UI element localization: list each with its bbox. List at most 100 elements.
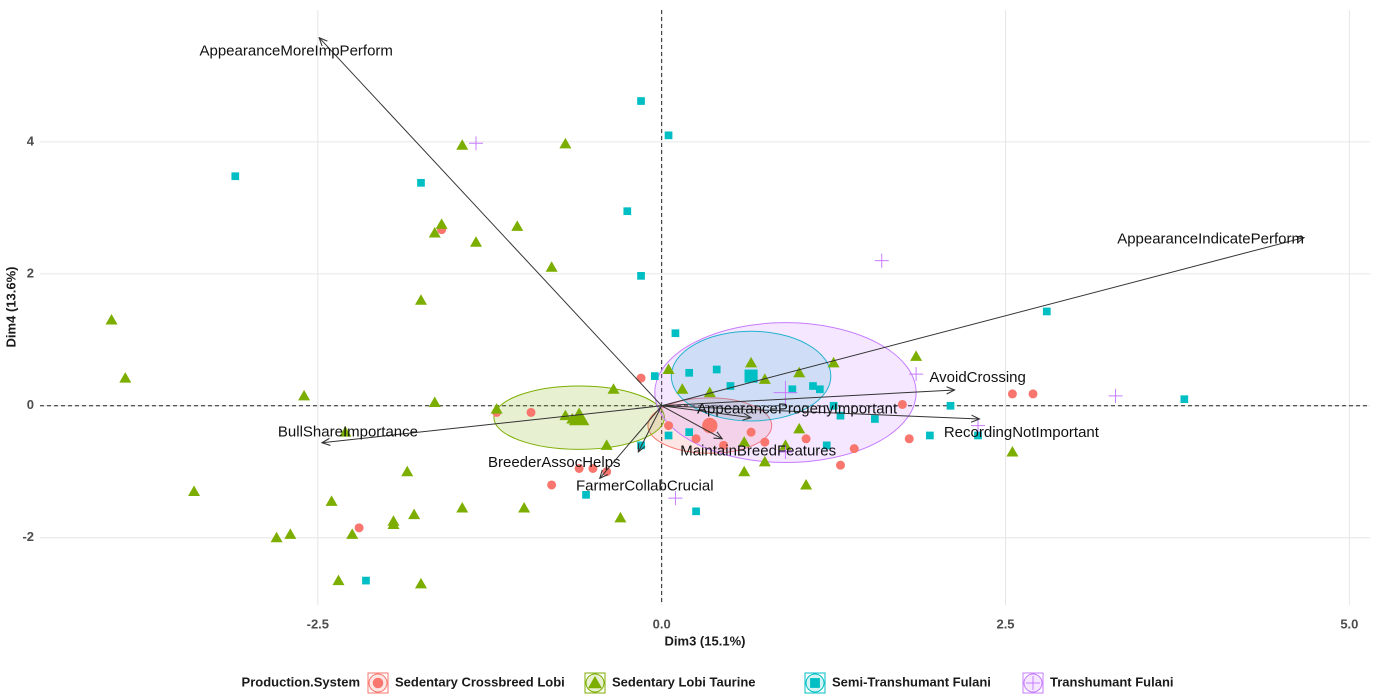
legend-key [810, 678, 820, 688]
loading-arrow [319, 38, 663, 407]
point [490, 403, 503, 414]
point [662, 363, 675, 375]
point [284, 528, 297, 539]
point [614, 511, 627, 523]
point [664, 131, 673, 140]
point [815, 385, 824, 394]
point [387, 518, 400, 530]
point [1042, 307, 1051, 316]
point [354, 523, 364, 533]
point [414, 294, 427, 305]
point [401, 465, 414, 477]
point [874, 253, 889, 268]
point [836, 411, 845, 420]
point [946, 401, 955, 410]
point [469, 236, 482, 247]
point [849, 444, 859, 454]
loading-label: AppearanceIndicatePerform [1117, 231, 1304, 248]
point [1006, 445, 1019, 457]
point [456, 502, 469, 513]
x-tick-label: 0.0 [653, 616, 671, 631]
y-tick-label: 0 [27, 397, 34, 412]
y-tick-label: 4 [27, 133, 35, 148]
point [1180, 395, 1189, 404]
point [270, 531, 283, 543]
point [871, 415, 879, 423]
point [435, 218, 448, 229]
point [712, 365, 721, 374]
legend-key [372, 677, 384, 689]
y-tick-label: 2 [27, 265, 34, 280]
point [414, 577, 427, 589]
point [829, 401, 838, 410]
loading-arrow [661, 390, 955, 407]
point [637, 441, 645, 450]
centroid [744, 369, 758, 383]
y-axis-title: Dim4 (13.6%) [3, 267, 18, 348]
centroid [773, 380, 798, 405]
point [685, 368, 694, 377]
point [671, 329, 680, 338]
point [231, 172, 240, 181]
point [746, 427, 756, 437]
legend-key [588, 676, 602, 689]
point [926, 431, 934, 440]
point [105, 314, 118, 325]
point [588, 463, 598, 473]
point [582, 490, 590, 499]
loading-label: FarmerCollabCrucial [576, 477, 714, 494]
point [738, 436, 751, 447]
point [456, 139, 469, 150]
point [636, 373, 646, 383]
loading-label: AvoidCrossing [929, 369, 1025, 386]
point [468, 136, 483, 151]
point [668, 491, 683, 506]
point [788, 385, 797, 394]
point [408, 508, 421, 520]
point [325, 495, 338, 506]
point [664, 421, 674, 431]
legend-label: Semi-Transhumant Fulani [832, 674, 991, 689]
point [526, 407, 536, 417]
point [904, 434, 914, 444]
x-tick-label: 5.0 [1340, 616, 1358, 631]
loading-arrow [600, 405, 663, 479]
point [800, 478, 813, 490]
point [745, 356, 758, 368]
point [637, 97, 645, 105]
x-tick-label: -2.5 [307, 616, 329, 631]
loading-label: BullShareImportance [278, 424, 418, 441]
loading-label: RecordingNotImportant [944, 424, 1100, 441]
point [1028, 389, 1038, 399]
point [738, 465, 751, 477]
point [339, 426, 352, 437]
x-tick-label: 2.5 [996, 616, 1014, 631]
point [545, 261, 558, 272]
point [664, 431, 673, 440]
centroid [702, 417, 718, 434]
point [298, 389, 311, 401]
x-axis-title: Dim3 (15.1%) [665, 633, 746, 648]
point [779, 439, 792, 450]
point [726, 382, 735, 390]
loading-arrow [638, 405, 663, 452]
point [778, 444, 793, 459]
point [511, 220, 524, 231]
point [188, 485, 201, 497]
loading-label: AppearanceMoreImpPerform [199, 43, 392, 60]
point [574, 463, 584, 473]
loading-arrow [661, 405, 751, 418]
point [362, 576, 370, 585]
loading-arrow [661, 238, 1304, 407]
point [801, 434, 811, 444]
point [428, 226, 441, 238]
point [793, 366, 806, 378]
point [547, 480, 557, 490]
point [719, 440, 729, 450]
point [332, 574, 345, 586]
loading-label: MaintainBreedFeatures [680, 443, 836, 460]
legend-title: Production.System [242, 674, 360, 689]
legend-label: Transhumant Fulani [1050, 674, 1174, 689]
point [676, 383, 689, 394]
